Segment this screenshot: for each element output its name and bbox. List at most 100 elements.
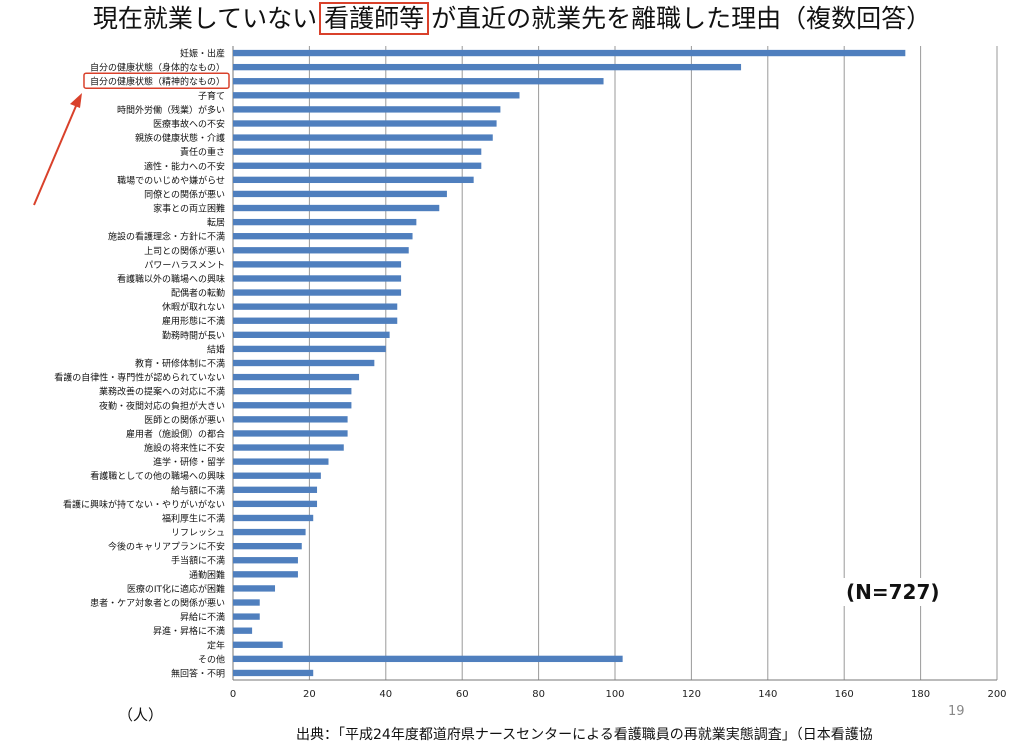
- category-label: 福利厚生に不満: [162, 512, 225, 524]
- bar: [233, 655, 623, 663]
- annotations: [33, 72, 230, 206]
- bar: [233, 359, 375, 367]
- x-tick-labels: 0 20 40 60 80 100 120 140 160 180 200: [230, 689, 1007, 700]
- unit-label: （人）: [118, 706, 164, 724]
- bar: [233, 557, 298, 564]
- category-label: 通勤困難: [189, 569, 225, 581]
- bar: [233, 402, 352, 409]
- bar: [233, 247, 409, 254]
- x-tick-label: 140: [758, 689, 777, 700]
- category-label: 責任の重さ: [180, 146, 225, 158]
- category-label: 施設の将来性に不安: [144, 442, 225, 454]
- category-label: 昇給に不満: [180, 611, 225, 623]
- category-label: 子育て: [198, 90, 225, 102]
- category-label: 配偶者の転勤: [171, 287, 225, 299]
- category-label: 雇用形態に不満: [162, 315, 225, 327]
- category-label: 看護職以外の職場への興味: [117, 273, 225, 285]
- source-citation: 出典：「平成24年度都道府県ナースセンターによる看護職員の再就業実態調査」（日本…: [296, 727, 873, 743]
- bar: [233, 458, 329, 465]
- bar: [233, 571, 298, 578]
- category-label: 自分の健康状態（身体的なもの）: [90, 62, 225, 74]
- bar: [233, 218, 417, 226]
- bar: [233, 388, 352, 395]
- category-label: 医師との関係が悪い: [144, 414, 225, 426]
- category-label: パワーハラスメント: [144, 260, 225, 271]
- category-label: 無回答・不明: [171, 667, 225, 679]
- bar: [233, 176, 474, 184]
- x-tick-label: 100: [605, 689, 624, 700]
- bar: [233, 317, 398, 324]
- category-label: 患者・ケア対象者との関係が悪い: [90, 597, 225, 609]
- category-label: 親族の健康状態・介護: [135, 132, 225, 144]
- category-label: 今後のキャリアプランに不安: [108, 541, 225, 553]
- bar: [233, 78, 604, 85]
- category-label: 進学・研修・留学: [153, 456, 225, 468]
- category-label: 同僚との関係が悪い: [144, 188, 225, 200]
- bar: [233, 148, 482, 155]
- x-tick-label: 160: [835, 689, 854, 700]
- title-prefix: 現在就業していない: [92, 4, 318, 33]
- category-label: 休暇が取れない: [162, 301, 225, 313]
- bar: [233, 63, 742, 71]
- bar: [233, 472, 321, 479]
- bar: [233, 430, 348, 437]
- bar: [233, 120, 497, 127]
- category-label: 自分の健康状態（精神的なもの）: [90, 76, 225, 88]
- arrow-head: [70, 93, 82, 108]
- category-label: 結婚: [207, 343, 225, 355]
- bar: [233, 542, 302, 550]
- x-tick-label: 200: [987, 689, 1006, 700]
- x-tick-label: 20: [303, 689, 316, 700]
- bar: [233, 190, 447, 198]
- bar: [233, 669, 314, 677]
- bar: [233, 345, 386, 353]
- category-label: 施設の看護理念・方針に不満: [108, 231, 225, 243]
- category-label: 転居: [207, 218, 225, 229]
- bar: [233, 599, 260, 606]
- bar: [233, 331, 390, 338]
- category-label: 看護の自律性・専門性が認められていない: [54, 372, 225, 384]
- bar: [233, 416, 348, 423]
- category-label: 給与額に不満: [171, 484, 225, 496]
- bar: [233, 303, 398, 310]
- category-label: 定年: [207, 639, 225, 651]
- x-tick-label: 0: [230, 689, 236, 700]
- bar: [233, 233, 413, 240]
- category-label: 職場でのいじめや嫌がらせ: [117, 174, 225, 186]
- category-label: 看護職としての他の職場への興味: [90, 470, 225, 482]
- category-label: 教育・研修体制に不満: [135, 358, 225, 370]
- category-label: 手当額に不満: [171, 555, 225, 567]
- x-tick-label: 120: [682, 689, 701, 700]
- bar: [233, 627, 253, 634]
- sample-size-label: (N=727): [842, 578, 944, 606]
- category-label: その他: [198, 653, 225, 665]
- bar: [233, 106, 501, 113]
- bar: [233, 486, 318, 493]
- category-label: 家事との両立困難: [153, 203, 225, 215]
- bar: [233, 444, 344, 451]
- bar: [233, 134, 493, 141]
- bar: [233, 275, 402, 282]
- bar: [233, 528, 306, 536]
- category-label: 適性・能力への不安: [144, 160, 225, 172]
- title-suffix: が直近の就業先を離職した理由（複数回答）: [431, 4, 932, 33]
- highlight-box: [83, 72, 230, 89]
- bar: [233, 373, 360, 381]
- bar: [233, 641, 283, 648]
- bar: [233, 92, 520, 99]
- category-label: 妊娠・出産: [180, 48, 225, 60]
- category-label: 時間外労働（残業）が多い: [117, 104, 225, 116]
- category-label: 看護に興味が持てない・やりがいがない: [63, 498, 225, 510]
- x-tick-label: 60: [456, 689, 469, 700]
- category-label: 夜勤・夜間対応の負担が大きい: [99, 400, 225, 412]
- bars: [233, 49, 906, 677]
- category-label: リフレッシュ: [171, 529, 225, 539]
- title-highlight: 看護師等: [319, 2, 430, 35]
- bar: [233, 585, 276, 592]
- category-label: 上司との関係が悪い: [144, 245, 225, 257]
- bar: [233, 289, 402, 296]
- category-label: 勤務時間が長い: [162, 329, 225, 341]
- chart-title: 現在就業していない 看護師等 が直近の就業先を離職した理由（複数回答）: [0, 2, 1024, 36]
- x-tick-label: 180: [911, 689, 930, 700]
